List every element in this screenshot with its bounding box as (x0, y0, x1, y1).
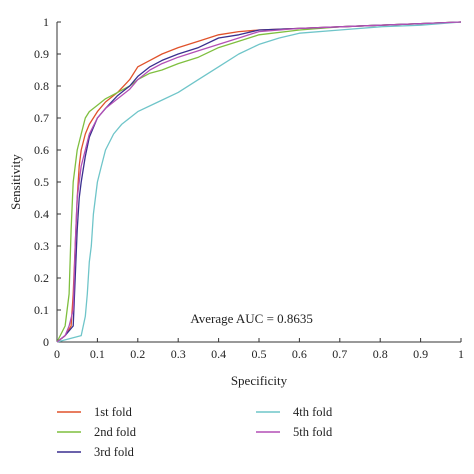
y-axis-title: Sensitivity (8, 154, 23, 210)
x-tick-label: 0.2 (130, 347, 145, 361)
x-tick-label: 0.3 (171, 347, 186, 361)
auc-annotation: Average AUC = 0.8635 (190, 311, 313, 326)
y-tick-label: 1 (43, 15, 49, 29)
y-tick-label: 0.6 (34, 143, 49, 157)
legend-label-fold-5: 5th fold (293, 425, 333, 439)
x-tick-label: 0.1 (90, 347, 105, 361)
x-axis-title: Specificity (231, 373, 288, 388)
roc-curve-fold-4 (56, 21, 462, 343)
y-tick-label: 0.9 (34, 47, 49, 61)
y-tick-label: 0.7 (34, 111, 49, 125)
x-tick-label: 0.5 (252, 347, 267, 361)
roc-curve-fold-3 (56, 21, 462, 343)
legend: 1st fold 2nd fold 3rd fold 4th fold 5th fold (57, 405, 333, 459)
axes (56, 22, 461, 343)
legend-label-fold-2: 2nd fold (94, 425, 137, 439)
x-tick-label: 1 (458, 347, 464, 361)
roc-curves (56, 21, 462, 343)
x-tick-label: 0.7 (332, 347, 347, 361)
x-tick-label: 0 (54, 347, 60, 361)
x-ticks: 0 0.1 0.2 0.3 0.4 0.5 0.6 0.7 0.8 0.9 1 (54, 338, 464, 361)
y-tick-label: 0.4 (34, 207, 49, 221)
y-tick-label: 0.1 (34, 303, 49, 317)
y-tick-label: 0.5 (34, 175, 49, 189)
legend-label-fold-1: 1st fold (94, 405, 133, 419)
x-tick-label: 0.4 (211, 347, 226, 361)
roc-curve-fold-1 (56, 21, 462, 343)
y-tick-label: 0.2 (34, 271, 49, 285)
y-ticks: 0 0.1 0.2 0.3 0.4 0.5 0.6 0.7 0.8 0.9 1 (34, 15, 61, 349)
x-tick-label: 0.8 (373, 347, 388, 361)
legend-label-fold-4: 4th fold (293, 405, 333, 419)
y-tick-label: 0.3 (34, 239, 49, 253)
x-tick-label: 0.6 (292, 347, 307, 361)
y-tick-label: 0 (43, 335, 49, 349)
legend-label-fold-3: 3rd fold (94, 445, 135, 459)
y-tick-label: 0.8 (34, 79, 49, 93)
roc-curve-fold-2 (56, 21, 462, 343)
x-tick-label: 0.9 (413, 347, 428, 361)
roc-curve-fold-5 (56, 21, 462, 343)
